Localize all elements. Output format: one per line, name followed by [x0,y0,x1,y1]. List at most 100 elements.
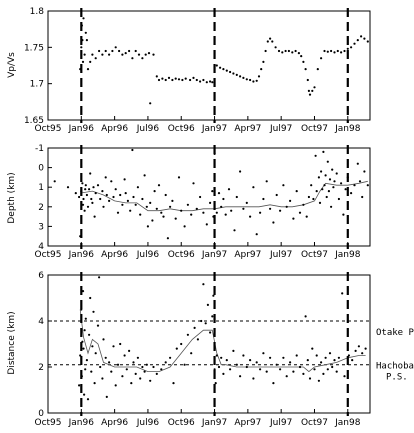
x-tick-label: Jul96 [136,124,160,134]
data-point [357,345,360,348]
data-point [124,192,127,195]
data-point [304,315,307,318]
data-point [229,70,232,74]
data-point [202,78,205,82]
data-point [305,215,308,218]
data-point [308,93,312,96]
x-tick-label: Oct96 [168,124,195,134]
data-point [82,197,85,201]
data-point [118,49,121,53]
data-point [285,375,288,378]
plot-frame [47,274,371,414]
data-point [326,50,329,53]
data-point [310,184,313,187]
data-point [249,215,252,218]
data-point [233,229,236,232]
data-point [190,352,193,355]
data-point [128,49,131,53]
data-point [110,370,113,373]
data-point [84,368,87,371]
data-point [259,211,262,214]
data-point [81,60,85,64]
data-point [312,197,315,201]
y-tick-label: 0 [38,409,44,419]
data-point [81,290,85,293]
data-point [180,342,183,346]
data-point [260,68,263,71]
x-tick-label: Jan97 [201,250,227,260]
data-point [326,160,329,163]
data-point [366,40,369,43]
data-point [322,150,325,153]
data-point [302,372,305,375]
data-point [289,361,292,364]
data-point [332,186,335,189]
data-point [99,365,102,369]
data-point [341,292,344,295]
x-tick-label: Jan98 [334,418,361,428]
data-point [181,78,184,82]
data-point [311,347,314,350]
data-point [205,223,208,226]
data-point [298,211,302,214]
data-point [279,368,282,371]
data-point [239,375,242,378]
data-point [213,368,216,371]
data-point [284,49,287,53]
x-tick-label: Apr97 [234,124,261,134]
data-point [183,363,186,366]
data-point [324,356,327,359]
data-point [220,356,223,359]
x-tick-label: Apr96 [101,124,128,134]
data-point [215,354,218,357]
x-tick-label: Oct95 [34,250,61,260]
data-point [291,51,294,54]
x-tick-label: Apr97 [234,250,261,260]
data-point [74,192,77,195]
data-point [195,78,198,82]
data-point [80,46,83,49]
x-tick-label: Apr97 [234,418,261,428]
data-point [324,174,327,177]
data-point [101,377,104,380]
data-point [98,49,101,53]
data-point [88,333,91,336]
data-point [137,53,141,56]
data-point [192,76,195,79]
data-point [343,375,346,378]
data-point [169,205,172,208]
data-point [88,188,91,191]
data-point [91,201,94,204]
data-point [255,361,258,364]
data-point [169,356,172,359]
data-point [144,53,147,56]
y-tick-label: 4 [38,317,44,327]
data-point [340,182,343,185]
data-point [84,184,87,187]
data-point [155,75,158,78]
data-point [275,193,278,197]
data-point [145,363,148,366]
x-tick-label: Jul97 [269,250,292,260]
data-point [316,68,319,71]
data-point [141,365,144,369]
data-point [86,68,90,71]
x-tick-label: Jan98 [334,124,361,134]
data-point [189,78,192,82]
plot-frame [47,147,371,247]
data-point [219,66,222,69]
data-point [322,372,325,375]
data-point [306,359,309,362]
y-tick-label: 1.7 [30,80,44,90]
data-point [155,207,158,210]
data-point [331,168,334,171]
panel-1: Oct95 Jan96 Apr96 Jul96 Oct96 Jan97 Apr97 Jul97… [7,7,371,134]
data-point [353,184,356,187]
data-point [102,205,105,208]
data-point [114,46,117,49]
x-tick-label: Oct96 [168,418,195,428]
y-tick-label: 1.65 [24,116,44,126]
y-axis-title: Vp/Vs [7,52,17,78]
x-tick-label: Oct97 [301,250,328,260]
y-tick-label: 1.8 [30,7,45,17]
